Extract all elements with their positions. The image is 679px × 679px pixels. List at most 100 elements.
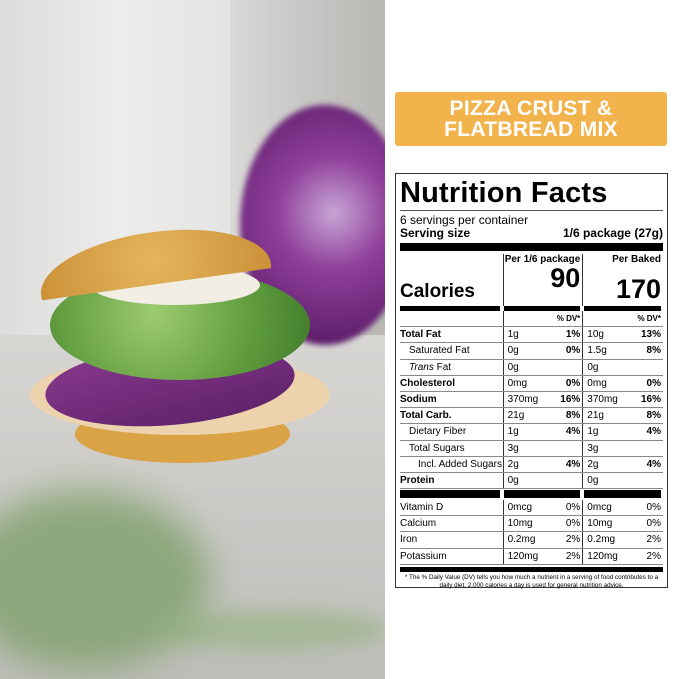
nutrient-amount: 0mg — [507, 377, 528, 389]
calories-col1: Per 1/6 package 90 — [504, 254, 584, 306]
nutrient-amount: 0mcg — [507, 502, 533, 514]
nutrient-col-1: 0mg 0% — [504, 375, 584, 391]
nutrient-dv: 0% — [565, 377, 581, 389]
nutrient-col-2: 21g 8% — [583, 408, 663, 423]
nutrient-dv: 13% — [640, 329, 661, 341]
nutrient-name: Iron — [400, 532, 504, 548]
nutrient-dv: 2% — [646, 534, 661, 546]
nutrient-amount: 10mg — [587, 518, 613, 530]
col2-calories: 170 — [615, 274, 661, 304]
nutrition-title: Nutrition Facts — [400, 176, 663, 211]
nutrient-col-2: 2g 4% — [583, 457, 663, 472]
nutrient-name: Total Fat — [400, 327, 504, 343]
calories-col2: Per Baked 170 — [583, 254, 663, 306]
nutrient-amount: 1g — [507, 329, 519, 341]
nutrient-amount: 120mg — [507, 550, 539, 562]
product-name-banner: PIZZA CRUST & FLATBREAD MIX — [395, 92, 667, 146]
product-name-line1: PIZZA CRUST & — [449, 97, 613, 120]
nutrient-dv: 0% — [565, 345, 581, 357]
nutrient-row: Total Sugars 3g 3g — [400, 440, 663, 457]
nutrient-col-2: 370mg 16% — [583, 392, 663, 407]
nutrient-col-1: 370mg 16% — [504, 391, 584, 408]
nutrient-col-1: 0.2mg 2% — [504, 532, 584, 548]
nutrient-dv: 4% — [565, 458, 581, 470]
nutrient-col-2: 0.2mg 2% — [583, 532, 663, 547]
nutrient-dv: 0% — [646, 518, 661, 530]
nutrient-amount: 1g — [587, 426, 599, 438]
nutrient-name: Protein — [400, 472, 504, 489]
nutrient-name: Sodium — [400, 391, 504, 408]
nutrient-name: Trans Fat — [400, 359, 504, 375]
nutrient-row: Iron 0.2mg 2% 0.2mg 2% — [400, 532, 663, 549]
col1-header: Per 1/6 package — [504, 254, 581, 265]
nutrient-amount: 0g — [507, 345, 519, 357]
nutrient-col-1: 1g 1% — [504, 327, 584, 343]
nutrient-row: Sodium 370mg 16% 370mg 16% — [400, 391, 663, 409]
serving-size-value: 1/6 package (27g) — [562, 226, 663, 240]
divider-medium — [400, 306, 663, 311]
dv-header-1: % DV* — [504, 311, 584, 327]
serving-size-label: Serving size — [400, 226, 471, 240]
nutrient-amount: 3g — [507, 442, 519, 454]
nutrient-row: Total Carb. 21g 8% 21g 8% — [400, 408, 663, 425]
nutrient-dv: 4% — [565, 426, 581, 438]
nutrient-name: Potassium — [400, 548, 504, 564]
nutrient-col-1: 2g 4% — [504, 456, 584, 472]
nutrient-row: Total Fat 1g 1% 10g 13% — [400, 327, 663, 344]
nutrient-row: Saturated Fat 0g 0% 1.5g 8% — [400, 343, 663, 360]
nutrient-dv: 0% — [565, 518, 581, 530]
nutrient-col-2: 0mcg 0% — [583, 500, 663, 515]
blurred-stem — [150, 610, 385, 650]
nutrient-col-2: 0g — [583, 473, 663, 488]
nutrient-dv: 2% — [565, 550, 581, 562]
nutrient-col-1: 21g 8% — [504, 408, 584, 424]
nutrient-amount: 2g — [507, 458, 519, 470]
calories-label: Calories — [400, 254, 504, 306]
divider-thick — [400, 490, 663, 499]
nutrient-amount: 21g — [507, 410, 525, 422]
nutrient-col-1: 3g — [504, 440, 584, 456]
nutrient-amount: 10g — [587, 329, 604, 341]
nutrient-amount: 0mg — [587, 377, 607, 389]
product-photo — [0, 0, 385, 679]
nutrient-row: Incl. Added Sugars 2g 4% 2g 4% — [400, 456, 663, 473]
nutrient-dv: 0% — [565, 502, 581, 514]
nutrient-amount: 2g — [587, 458, 599, 470]
col2-header: Per Baked — [612, 254, 661, 265]
serving-size: Serving size 1/6 package (27g) — [400, 227, 663, 240]
product-name-line2: FLATBREAD MIX — [444, 118, 618, 141]
nutrient-col-2: 0g — [583, 360, 663, 375]
nutrient-amount: 21g — [587, 410, 604, 422]
nutrient-col-2: 1g 4% — [583, 424, 663, 439]
nutrient-amount: 370mg — [507, 393, 539, 405]
nutrient-dv: 2% — [565, 534, 581, 546]
nutrient-amount: 10mg — [507, 518, 533, 530]
nutrient-dv: 0% — [646, 502, 661, 514]
nutrient-name: Vitamin D — [400, 500, 504, 516]
nutrient-name: Saturated Fat — [400, 343, 504, 359]
nutrient-amount: 0.2mg — [507, 534, 536, 546]
nutrient-amount: 3g — [587, 442, 599, 454]
nutrient-row: Calcium 10mg 0% 10mg 0% — [400, 516, 663, 533]
nutrient-row: Vitamin D 0mcg 0% 0mcg 0% — [400, 500, 663, 517]
nutrient-name: Incl. Added Sugars — [400, 456, 504, 472]
nutrient-dv: 8% — [565, 410, 581, 422]
nutrient-col-1: 0mcg 0% — [504, 500, 584, 516]
footnote: * The % Daily Value (DV) tells you how m… — [400, 566, 663, 590]
nutrient-name: Total Sugars — [400, 440, 504, 456]
nutrient-amount: 0.2mg — [587, 534, 616, 546]
nutrient-amount: 0g — [587, 361, 599, 373]
vitamin-rows: Vitamin D 0mcg 0% 0mcg 0% Calcium 10mg 0% 10mg 0%… — [400, 500, 663, 565]
nutrient-row: Dietary Fiber 1g 4% 1g 4% — [400, 424, 663, 441]
nutrient-col-1: 0g 0% — [504, 343, 584, 359]
nutrient-dv: 16% — [560, 393, 581, 405]
nutrient-row: Protein 0g 0g — [400, 472, 663, 490]
nutrient-col-2: 1.5g 8% — [583, 343, 663, 358]
nutrient-dv: 16% — [640, 393, 661, 405]
dv-header-row: % DV* % DV* — [400, 311, 663, 328]
nutrient-dv: 4% — [646, 426, 661, 438]
nutrient-col-1: 0g — [504, 359, 584, 375]
nutrient-col-1: 0g — [504, 472, 584, 489]
nutrient-amount: 0mcg — [587, 502, 612, 514]
nutrient-amount: 1g — [507, 426, 519, 438]
